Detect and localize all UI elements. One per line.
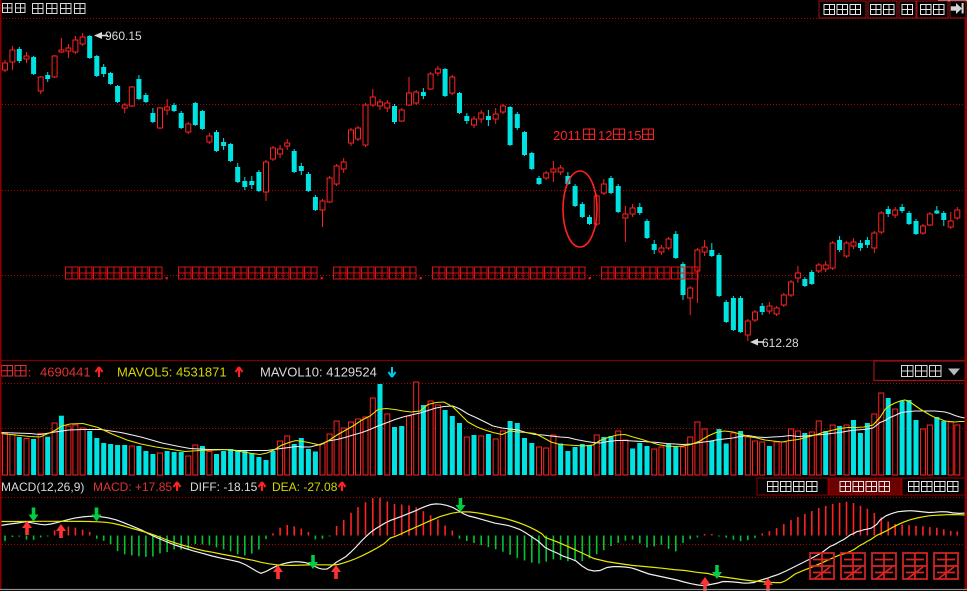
svg-text:960.15: 960.15	[105, 29, 142, 43]
svg-text:15: 15	[627, 128, 641, 143]
svg-text:4690441: 4690441	[40, 365, 91, 380]
svg-text:MACD: +17.85: MACD: +17.85	[93, 480, 172, 494]
svg-text:MAVOL10: 4129524: MAVOL10: 4129524	[260, 365, 377, 380]
svg-text:DEA: -27.08: DEA: -27.08	[272, 480, 338, 494]
svg-text:MACD(12,26,9): MACD(12,26,9)	[1, 480, 84, 494]
svg-text:MAVOL5: 4531871: MAVOL5: 4531871	[117, 365, 227, 380]
svg-text:DIFF: -18.15: DIFF: -18.15	[190, 480, 258, 494]
svg-text:612.28: 612.28	[762, 336, 799, 350]
svg-text:2011: 2011	[553, 128, 581, 143]
svg-text:12: 12	[598, 128, 612, 143]
svg-text::: :	[28, 366, 31, 380]
